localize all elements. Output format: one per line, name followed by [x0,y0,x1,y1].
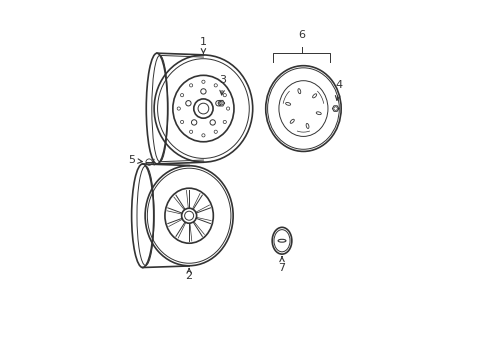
Text: 1: 1 [200,37,206,53]
Text: 3: 3 [219,75,226,95]
Text: 7: 7 [278,257,285,273]
Text: 6: 6 [298,30,305,40]
Text: 5: 5 [128,156,142,165]
Text: 4: 4 [335,80,342,100]
Text: 2: 2 [185,269,192,282]
